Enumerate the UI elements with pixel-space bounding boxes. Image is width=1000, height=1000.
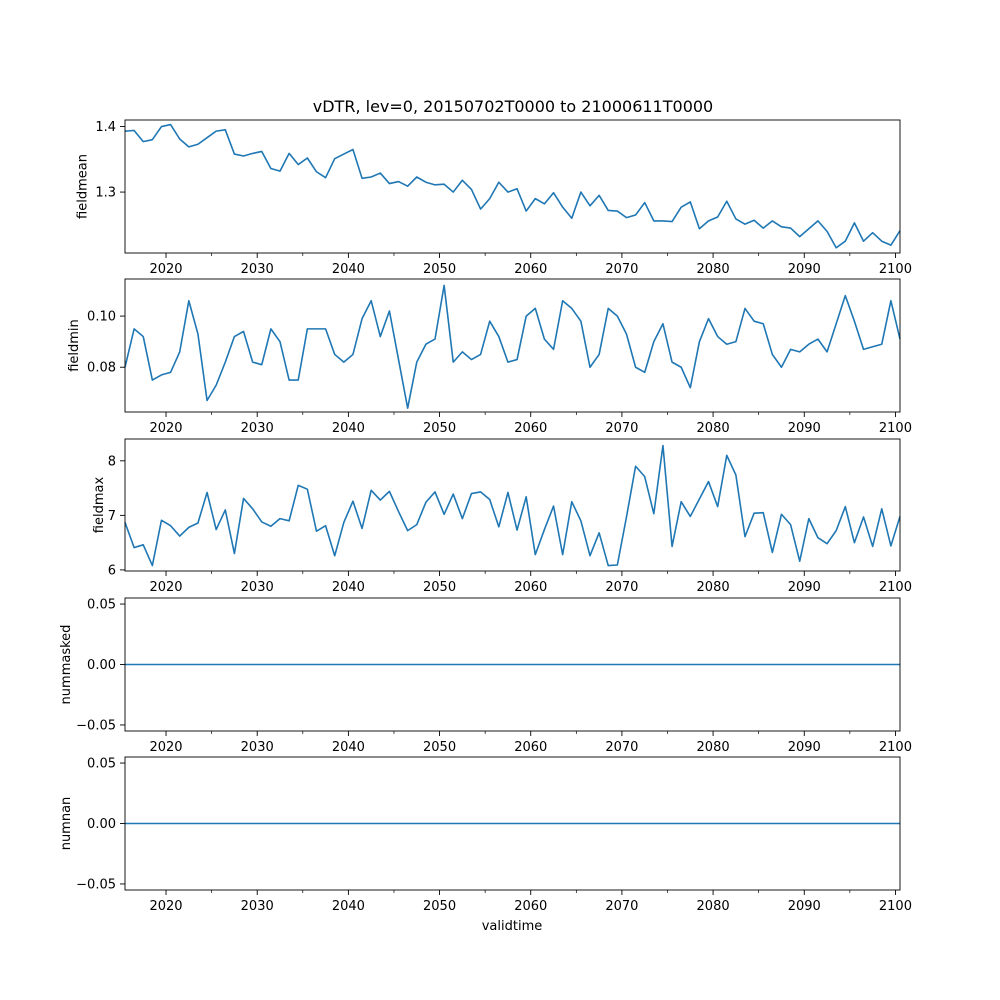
x-tick-label: 2050 (423, 899, 456, 914)
x-tick-label: 2060 (514, 740, 547, 755)
x-tick-label: 2040 (332, 580, 365, 595)
x-tick-label: 2070 (605, 262, 638, 277)
chart-title: vDTR, lev=0, 20150702T0000 to 21000611T0… (313, 97, 713, 116)
x-tick-label: 2070 (605, 421, 638, 436)
y-tick-label: 0.05 (87, 598, 116, 613)
x-tick-label: 2020 (149, 740, 182, 755)
fieldmax-series-line (124, 444, 901, 567)
y-axis-label-nummasked: nummasked (59, 625, 74, 705)
fieldmin-axes-frame (124, 278, 901, 413)
y-tick-label: 0.10 (87, 310, 116, 325)
x-tick-label: 2090 (788, 262, 821, 277)
x-tick-label: 2100 (879, 740, 912, 755)
x-axis-label: validtime (482, 919, 543, 934)
panels: 2020 2030 2040 2050 2060 2070 2080 2090 2100 1.3 1… (59, 119, 912, 914)
x-tick-label: 2080 (697, 740, 730, 755)
x-tick-label: 2080 (697, 421, 730, 436)
x-tick-label: 2050 (423, 421, 456, 436)
x-tick-label: 2100 (879, 580, 912, 595)
x-tick-label: 2020 (149, 262, 182, 277)
panel-nummasked: 2020 2030 2040 2050 2060 2070 2080 2090 2100 −0.0… (59, 598, 912, 755)
x-tick-label: 2020 (149, 421, 182, 436)
x-tick-label: 2080 (697, 262, 730, 277)
x-tick-label: 2030 (241, 580, 274, 595)
x-tick-label: 2060 (514, 421, 547, 436)
y-axis-label-fieldmax: fieldmax (92, 477, 107, 534)
x-tick-label: 2050 (423, 740, 456, 755)
y-axis-label-fieldmean: fieldmean (75, 154, 90, 219)
x-tick-label: 2070 (605, 580, 638, 595)
x-tick-label: 2070 (605, 740, 638, 755)
fieldmin-series-line (124, 284, 901, 409)
x-tick-label: 2040 (332, 740, 365, 755)
x-tick-label: 2060 (514, 899, 547, 914)
x-tick-label: 2100 (879, 421, 912, 436)
x-tick-label: 2090 (788, 899, 821, 914)
panel-fieldmin: 2020 2030 2040 2050 2060 2070 2080 2090 2100 0.08… (67, 278, 912, 436)
y-tick-label: 1.3 (95, 186, 116, 201)
y-tick-label: −0.05 (76, 718, 116, 733)
fieldmean-series-line (124, 123, 901, 249)
x-tick-label: 2090 (788, 740, 821, 755)
y-tick-label: 0.05 (87, 757, 116, 772)
y-axis-label-fieldmin: fieldmin (67, 319, 82, 372)
x-tick-label: 2080 (697, 899, 730, 914)
x-tick-label: 2030 (241, 740, 274, 755)
x-tick-label: 2040 (332, 899, 365, 914)
x-tick-label: 2060 (514, 580, 547, 595)
x-tick-label: 2030 (241, 262, 274, 277)
x-tick-label: 2040 (332, 262, 365, 277)
x-tick-label: 2060 (514, 262, 547, 277)
x-tick-label: 2040 (332, 421, 365, 436)
x-tick-label: 2050 (423, 262, 456, 277)
panel-fieldmax: 2020 2030 2040 2050 2060 2070 2080 2090 2100 6 7 8f… (92, 438, 912, 595)
x-tick-label: 2090 (788, 580, 821, 595)
y-tick-label: 0.00 (87, 817, 116, 832)
fieldmax-axes-frame (124, 438, 901, 572)
panel-numnan: 2020 2030 2040 2050 2060 2070 2080 2090 2100 −0.0… (59, 757, 912, 914)
x-tick-label: 2020 (149, 580, 182, 595)
x-tick-label: 2050 (423, 580, 456, 595)
y-tick-label: 6 (108, 563, 116, 578)
x-tick-label: 2070 (605, 899, 638, 914)
x-tick-label: 2020 (149, 899, 182, 914)
x-tick-label: 2030 (241, 899, 274, 914)
x-tick-label: 2090 (788, 421, 821, 436)
y-tick-label: 0.08 (87, 361, 116, 376)
y-axis-label-numnan: numnan (59, 797, 74, 851)
panel-fieldmean: 2020 2030 2040 2050 2060 2070 2080 2090 2100 1.3 1… (75, 119, 912, 277)
y-tick-label: 8 (108, 454, 116, 469)
y-tick-label: 0.00 (87, 658, 116, 673)
x-tick-label: 2080 (697, 580, 730, 595)
x-tick-label: 2100 (879, 899, 912, 914)
y-tick-label: 7 (108, 509, 116, 524)
x-tick-label: 2100 (879, 262, 912, 277)
y-tick-label: 1.4 (95, 120, 116, 135)
x-tick-label: 2030 (241, 421, 274, 436)
y-tick-label: −0.05 (76, 877, 116, 892)
fieldmean-axes-frame (124, 119, 901, 254)
